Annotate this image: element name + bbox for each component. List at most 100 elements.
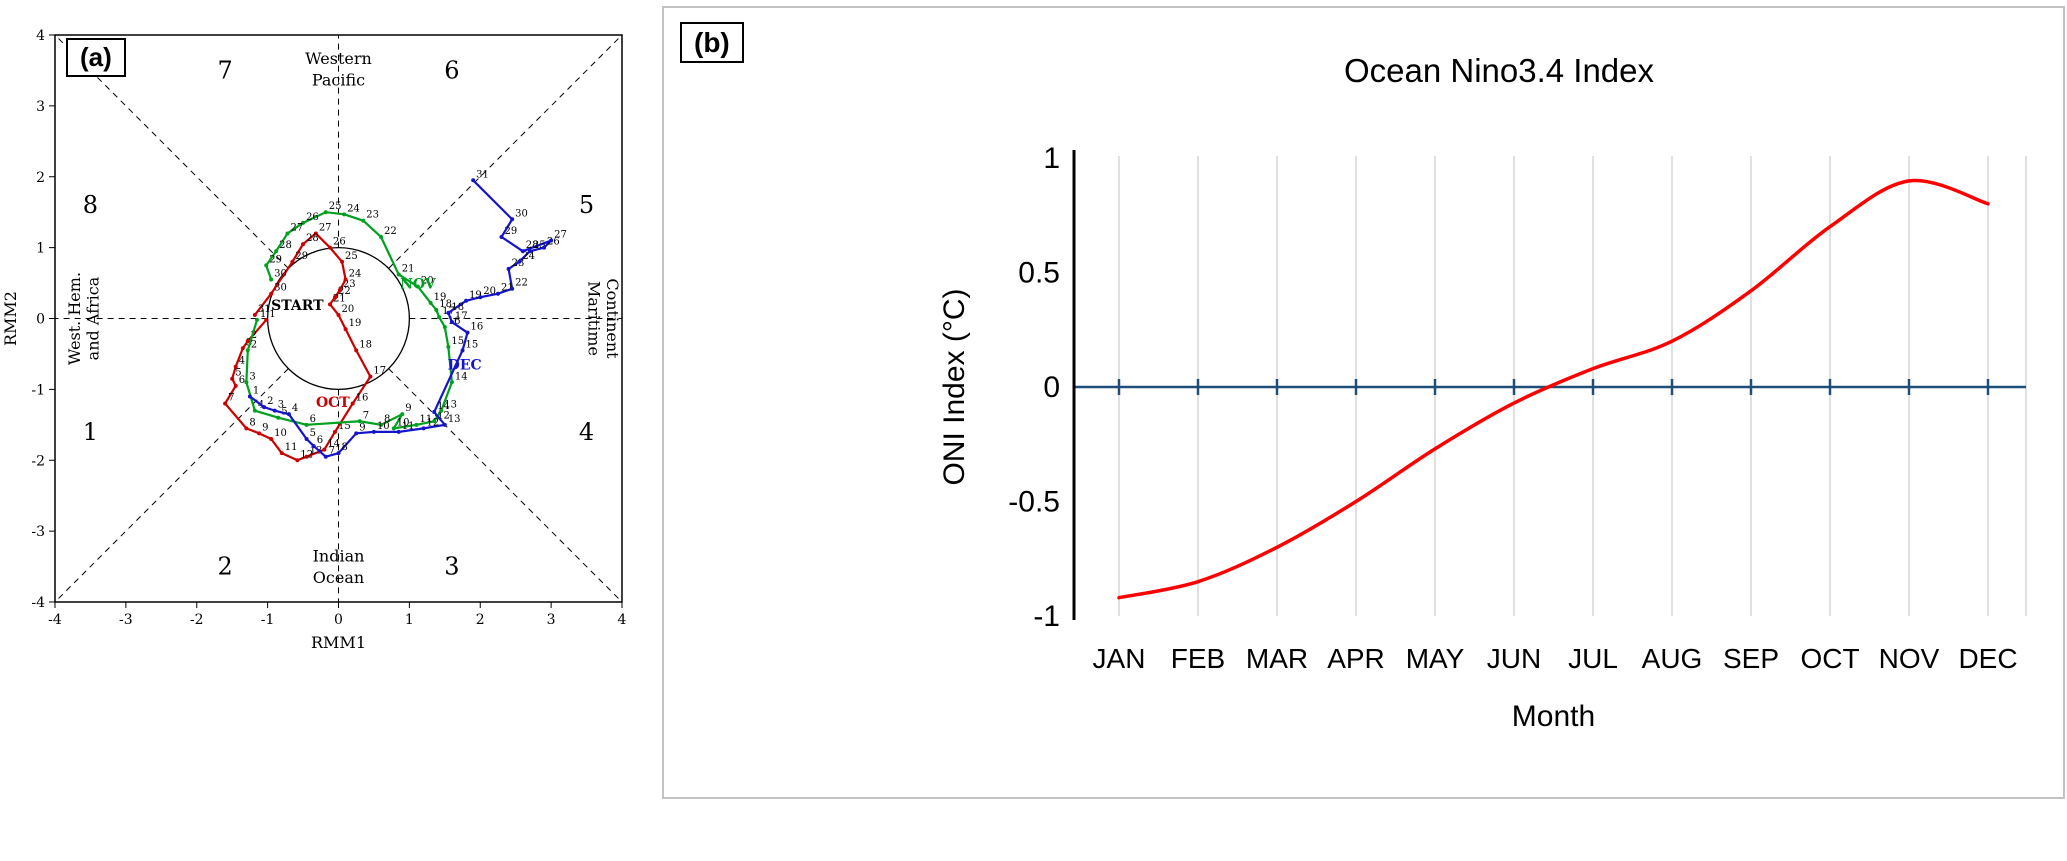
y-tick-label: 1 bbox=[36, 241, 45, 257]
day-number-label: 25 bbox=[345, 251, 358, 262]
y-tick-label: 0 bbox=[1043, 371, 1060, 404]
day-marker bbox=[400, 412, 405, 417]
day-number-label: 25 bbox=[329, 201, 342, 212]
day-marker bbox=[478, 295, 483, 300]
month-label: JUN bbox=[1487, 643, 1541, 674]
y-tick-label: -3 bbox=[31, 524, 45, 540]
day-number-label: 11 bbox=[402, 421, 415, 432]
day-marker bbox=[327, 302, 332, 307]
day-marker bbox=[465, 330, 470, 335]
day-marker bbox=[269, 277, 274, 282]
day-number-label: 30 bbox=[274, 269, 287, 280]
day-marker bbox=[276, 415, 281, 420]
oni-chart-title: Ocean Nino3.4 Index bbox=[1343, 52, 1655, 89]
y-tick-label: 3 bbox=[36, 99, 45, 115]
day-marker bbox=[439, 408, 444, 413]
day-marker bbox=[520, 249, 525, 254]
x-tick-label: 4 bbox=[618, 612, 627, 628]
month-label: SEP bbox=[1723, 643, 1779, 674]
day-marker bbox=[264, 317, 269, 322]
day-marker bbox=[257, 431, 262, 436]
day-marker bbox=[343, 277, 348, 282]
day-marker bbox=[285, 231, 290, 236]
panel-b: (b) Ocean Nino3.4 Index 1 0.5 0 -0.5 -1 JAN FE… bbox=[662, 6, 2065, 799]
day-number-label: 9 bbox=[359, 422, 365, 433]
day-marker bbox=[342, 212, 347, 217]
day-number-label: 25 bbox=[533, 240, 546, 251]
day-marker bbox=[274, 249, 279, 254]
phase-number-label: 7 bbox=[217, 56, 232, 84]
panel-a-label: (a) bbox=[66, 38, 126, 77]
region-label: Continent bbox=[603, 278, 622, 359]
y-tick-label: -0.5 bbox=[1008, 486, 1060, 519]
day-marker bbox=[432, 410, 437, 415]
day-marker bbox=[245, 348, 250, 353]
phase-number-label: 5 bbox=[579, 191, 594, 219]
y-tick-label: -2 bbox=[31, 453, 45, 469]
day-marker bbox=[464, 298, 469, 303]
phase-divider-line bbox=[388, 34, 623, 269]
day-marker bbox=[354, 431, 359, 436]
day-number-label: 12 bbox=[437, 410, 450, 421]
y-tick-label: 0 bbox=[36, 312, 45, 328]
month-label: NOV bbox=[1879, 643, 1940, 674]
day-number-label: 4 bbox=[239, 356, 245, 367]
day-marker bbox=[323, 454, 328, 459]
day-marker bbox=[414, 422, 419, 427]
y-tick-label: 4 bbox=[36, 28, 45, 44]
day-marker bbox=[313, 231, 318, 236]
x-tick-label: -3 bbox=[119, 612, 133, 628]
day-marker bbox=[304, 422, 309, 427]
region-label: Indian bbox=[313, 547, 365, 566]
oni-chart: 1 0.5 0 -0.5 -1 JAN FEB MAR APR MAY JUN JUL AUG SEP OC… bbox=[938, 142, 2027, 733]
y-tick-label: -1 bbox=[31, 382, 45, 398]
day-marker bbox=[357, 419, 362, 424]
day-marker bbox=[549, 238, 554, 243]
x-tick-label: 2 bbox=[476, 612, 485, 628]
region-label: West. Hem. bbox=[65, 272, 84, 365]
day-number-label: 4 bbox=[292, 403, 298, 414]
month-label: APR bbox=[1327, 643, 1385, 674]
day-number-label: 10 bbox=[377, 421, 390, 432]
day-marker bbox=[244, 426, 249, 431]
unit-circle bbox=[266, 246, 411, 391]
day-marker bbox=[301, 242, 306, 247]
day-number-label: 10 bbox=[274, 428, 287, 439]
day-marker bbox=[542, 245, 547, 250]
day-marker bbox=[301, 220, 306, 225]
day-marker bbox=[449, 380, 454, 385]
day-number-label: 28 bbox=[306, 233, 319, 244]
day-marker bbox=[442, 422, 447, 427]
day-marker bbox=[286, 412, 291, 417]
phase-number-label: 8 bbox=[83, 191, 98, 219]
y-tick-label: 1 bbox=[1043, 142, 1060, 175]
day-marker bbox=[323, 210, 328, 215]
day-number-label: 23 bbox=[366, 210, 379, 221]
annotation-oct: OCT bbox=[316, 395, 350, 411]
day-marker bbox=[252, 408, 257, 413]
day-marker bbox=[336, 451, 341, 456]
day-marker bbox=[517, 259, 522, 264]
day-number-label: 22 bbox=[338, 286, 351, 297]
day-marker bbox=[254, 317, 259, 322]
y-tick-label: -4 bbox=[31, 595, 45, 611]
day-number-label: 26 bbox=[333, 237, 346, 248]
day-marker bbox=[230, 376, 235, 381]
day-number-label: 12 bbox=[427, 417, 440, 428]
day-number-label: 27 bbox=[554, 230, 567, 241]
day-number-label: 13 bbox=[444, 400, 457, 411]
day-marker bbox=[336, 312, 341, 317]
day-marker bbox=[223, 401, 228, 406]
day-number-label: 26 bbox=[547, 237, 560, 248]
day-number-label: 21 bbox=[501, 283, 514, 294]
day-marker bbox=[295, 458, 300, 463]
day-number-label: 8 bbox=[249, 417, 255, 428]
day-number-label: 16 bbox=[470, 322, 483, 333]
day-number-label: 17 bbox=[455, 311, 468, 322]
day-number-label: 11 bbox=[285, 442, 298, 453]
day-marker bbox=[421, 426, 426, 431]
day-marker bbox=[350, 401, 355, 406]
region-label: and Africa bbox=[83, 276, 102, 360]
day-marker bbox=[269, 291, 274, 296]
